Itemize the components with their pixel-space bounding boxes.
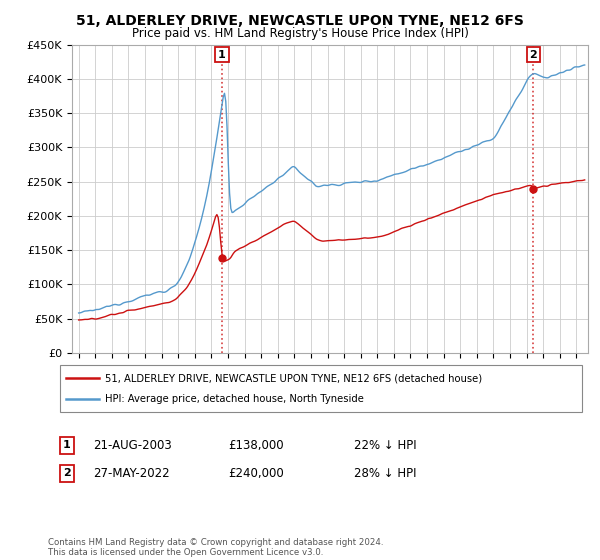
Text: Contains HM Land Registry data © Crown copyright and database right 2024.
This d: Contains HM Land Registry data © Crown c…	[48, 538, 383, 557]
Text: 2: 2	[530, 50, 537, 59]
Text: 1: 1	[63, 440, 71, 450]
Text: 28% ↓ HPI: 28% ↓ HPI	[354, 466, 416, 480]
Text: £240,000: £240,000	[228, 466, 284, 480]
Text: 2: 2	[63, 468, 71, 478]
Text: 22% ↓ HPI: 22% ↓ HPI	[354, 438, 416, 452]
Text: 21-AUG-2003: 21-AUG-2003	[93, 438, 172, 452]
Text: £138,000: £138,000	[228, 438, 284, 452]
Text: 27-MAY-2022: 27-MAY-2022	[93, 466, 170, 480]
Text: 1: 1	[218, 50, 226, 59]
Text: 51, ALDERLEY DRIVE, NEWCASTLE UPON TYNE, NE12 6FS (detached house): 51, ALDERLEY DRIVE, NEWCASTLE UPON TYNE,…	[105, 373, 482, 383]
Text: Price paid vs. HM Land Registry's House Price Index (HPI): Price paid vs. HM Land Registry's House …	[131, 27, 469, 40]
Text: 51, ALDERLEY DRIVE, NEWCASTLE UPON TYNE, NE12 6FS: 51, ALDERLEY DRIVE, NEWCASTLE UPON TYNE,…	[76, 14, 524, 28]
Text: HPI: Average price, detached house, North Tyneside: HPI: Average price, detached house, Nort…	[105, 394, 364, 404]
